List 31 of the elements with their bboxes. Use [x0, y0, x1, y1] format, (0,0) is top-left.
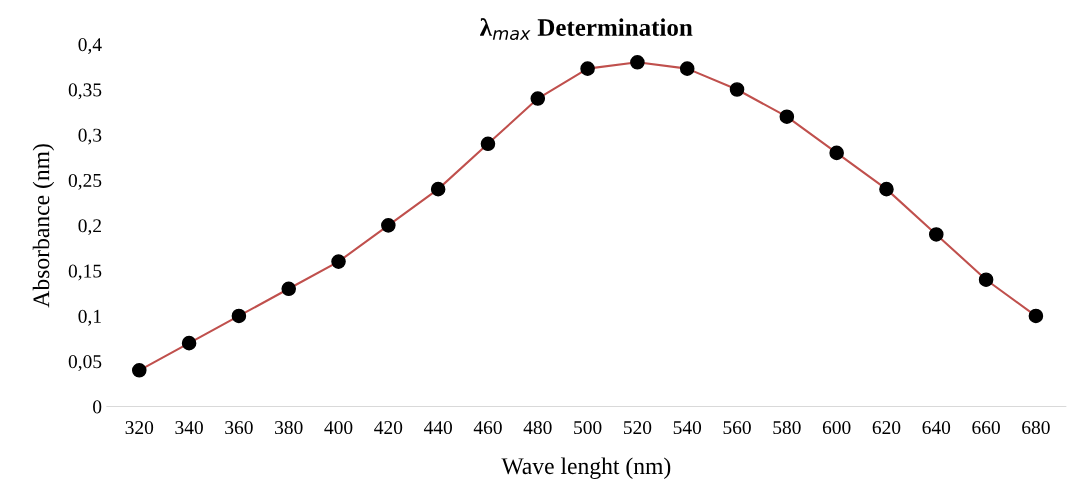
- y-tick-label: 0,3: [78, 128, 102, 145]
- y-tick-label: 0,15: [68, 264, 102, 281]
- x-tick-label: 580: [773, 421, 801, 435]
- y-tick-label: 0,25: [68, 173, 102, 190]
- chart-title: λ$_{max}$ Determination: [480, 18, 693, 41]
- y-tick-label: 0,35: [68, 83, 102, 100]
- x-tick-label: 600: [822, 421, 851, 435]
- x-tick-label: 420: [374, 421, 403, 435]
- x-tick-label: 400: [324, 421, 353, 435]
- y-tick-label: 0,1: [78, 309, 101, 326]
- x-tick-label: 640: [922, 421, 951, 435]
- x-tick-label: 660: [972, 421, 1000, 435]
- y-tick-label: 0: [93, 400, 102, 414]
- y-tick-label: 0,4: [78, 38, 102, 54]
- y-axis-title: Absorbance (nm): [32, 144, 55, 308]
- x-tick-label: 320: [125, 421, 154, 435]
- x-tick-label: 520: [623, 421, 652, 435]
- y-tick-label: 0,2: [78, 219, 101, 236]
- y-tick-label: 0,05: [68, 355, 102, 371]
- x-axis-title: Wave lenght (nm): [501, 457, 671, 479]
- x-tick-label: 540: [673, 421, 702, 435]
- x-tick-label: 620: [872, 421, 901, 435]
- x-tick-label: 440: [423, 421, 452, 435]
- x-tick-label: 360: [225, 421, 253, 435]
- x-tick-label: 460: [473, 421, 502, 435]
- x-tick-label: 480: [523, 421, 552, 435]
- x-tick-label: 500: [574, 421, 602, 435]
- x-tick-label: 560: [723, 421, 751, 435]
- x-tick-label: 380: [275, 421, 303, 435]
- x-tick-label: 680: [1022, 421, 1050, 435]
- x-tick-label: 340: [175, 421, 203, 435]
